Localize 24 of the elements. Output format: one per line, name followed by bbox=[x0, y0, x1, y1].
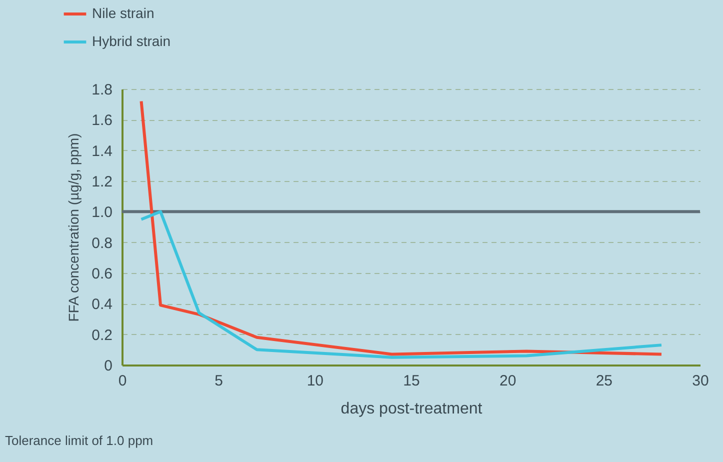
y-tick-label: 1.8 bbox=[92, 82, 112, 98]
y-tick-label: 1.4 bbox=[92, 142, 112, 160]
y-tick-label: 0.6 bbox=[92, 266, 112, 282]
y-tick-label: 0 bbox=[104, 358, 112, 374]
y-tick-label: 0.4 bbox=[92, 296, 112, 314]
y-tick-label: 0.8 bbox=[92, 234, 112, 252]
y-axis-title: FFA concentration (µg/g, ppm) bbox=[66, 133, 82, 322]
x-tick-label: 25 bbox=[596, 372, 613, 390]
text: Tolerance limit of 1.0 ppm bbox=[5, 433, 154, 448]
x-tick-label: 5 bbox=[214, 372, 224, 390]
y-tick-label: 1.0 bbox=[92, 204, 112, 222]
x-tick-label: 0 bbox=[118, 372, 127, 390]
x-tick-label: 15 bbox=[403, 372, 420, 390]
legend-label: Hybrid strain bbox=[92, 33, 171, 49]
y-tick-label: 1.6 bbox=[92, 112, 112, 130]
x-tick-label: 10 bbox=[306, 372, 324, 390]
y-tick-label: 1.2 bbox=[92, 174, 112, 190]
legend-label: Nile strain bbox=[92, 5, 154, 21]
x-axis-title: days post-treatment bbox=[340, 400, 483, 418]
y-tick-label: 0.2 bbox=[92, 326, 112, 344]
line-series bbox=[140, 100, 663, 356]
x-tick-label: 30 bbox=[692, 372, 709, 390]
x-tick-label: 20 bbox=[499, 372, 516, 390]
line-series bbox=[140, 210, 663, 359]
